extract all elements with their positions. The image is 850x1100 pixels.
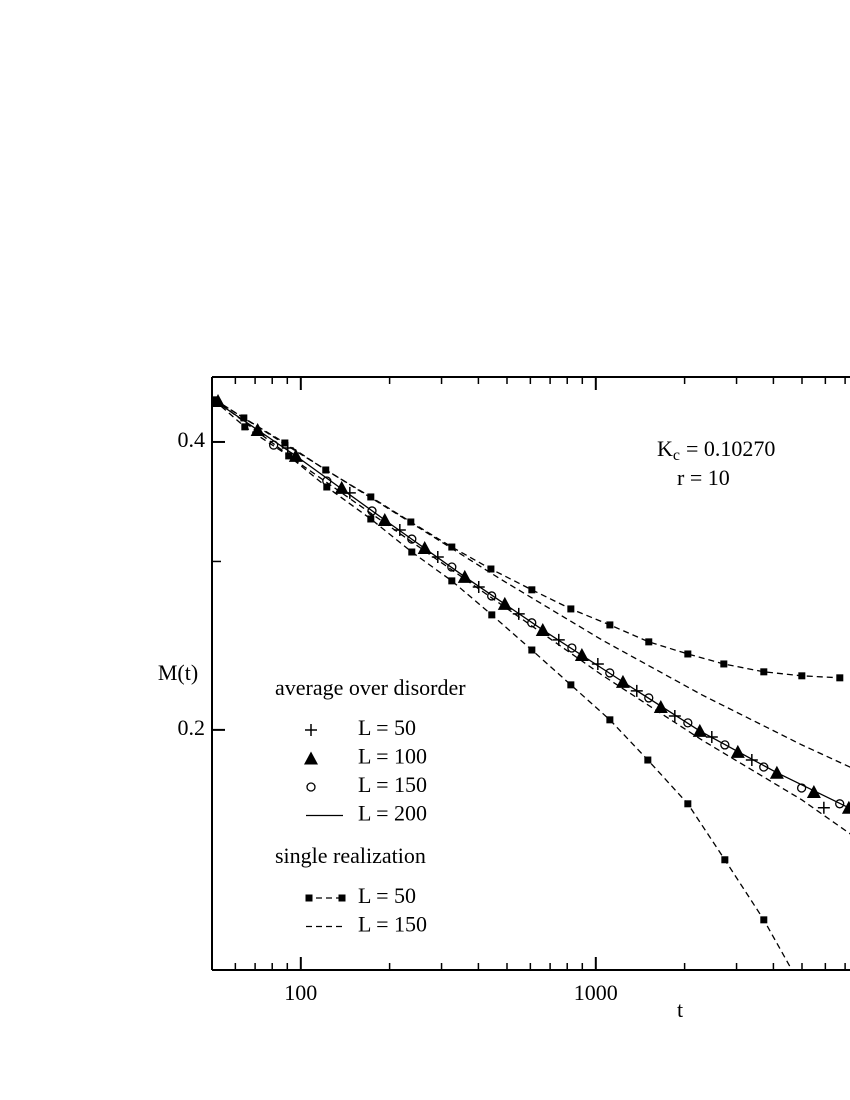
legend-label: L = 100 [358, 744, 427, 769]
square-marker [684, 650, 692, 658]
plus-marker [668, 709, 681, 722]
square-marker [798, 672, 806, 680]
square-marker [760, 916, 768, 924]
plus-marker [591, 657, 604, 670]
square-marker [241, 423, 249, 431]
square-marker [606, 621, 614, 629]
annotation-text: = 0.10270 [686, 436, 775, 461]
triangle-marker [806, 785, 821, 799]
square-marker [367, 515, 375, 523]
square-marker [684, 800, 692, 808]
series-line [214, 399, 840, 679]
circle-marker [306, 782, 316, 792]
annotation-symbol: K [657, 436, 673, 461]
annotation-line: r = 10 [677, 465, 730, 490]
square-marker [720, 660, 728, 668]
x-tick-label: 1000 [574, 980, 618, 1005]
square-marker [305, 894, 313, 902]
square-marker [760, 668, 768, 676]
square-marker [644, 756, 652, 764]
square-marker [567, 681, 575, 689]
legend-label: L = 200 [358, 801, 427, 826]
y-tick-label: 0.4 [178, 427, 206, 452]
square-marker [448, 543, 456, 551]
square-marker [281, 439, 289, 447]
square-marker [836, 674, 844, 682]
series-line [213, 398, 850, 768]
y-axis-label: M(t) [158, 660, 198, 685]
square-marker [323, 483, 331, 491]
x-axis-label: t [677, 997, 683, 1022]
legend-label: L = 150 [358, 772, 427, 797]
triangle-marker [304, 751, 318, 765]
square-marker [606, 716, 614, 724]
plus-marker [817, 801, 830, 814]
square-marker [721, 856, 729, 864]
square-marker [645, 638, 653, 646]
plot-area [212, 394, 850, 970]
square-marker [338, 894, 346, 902]
square-marker [488, 611, 496, 619]
plus-marker [305, 724, 317, 736]
y-tick-label: 0.2 [178, 715, 206, 740]
square-marker [567, 605, 575, 613]
x-tick-label: 100 [284, 980, 317, 1005]
annotation: Kc = 0.10270 [657, 436, 775, 464]
series-line [213, 398, 850, 835]
legend-group-title: average over disorder [275, 675, 466, 700]
legend: average over disorder L = 50 L = 100 L = 15… [275, 675, 466, 937]
legend-label: L = 50 [358, 883, 416, 908]
square-marker [448, 577, 456, 585]
annotation-subscript: c [673, 447, 680, 464]
square-marker [408, 548, 416, 556]
square-marker [528, 586, 536, 594]
legend-group-title: single realization [275, 843, 426, 868]
triangle-marker [841, 800, 850, 814]
triangle-marker [212, 394, 226, 408]
square-marker [487, 565, 495, 573]
square-marker [528, 646, 536, 654]
plus-marker [745, 754, 758, 767]
legend-label: L = 50 [358, 715, 416, 740]
series-line [212, 398, 850, 809]
legend-label: L = 150 [358, 912, 427, 937]
axes: 100 1000 0.2 0.4 [178, 376, 850, 1005]
